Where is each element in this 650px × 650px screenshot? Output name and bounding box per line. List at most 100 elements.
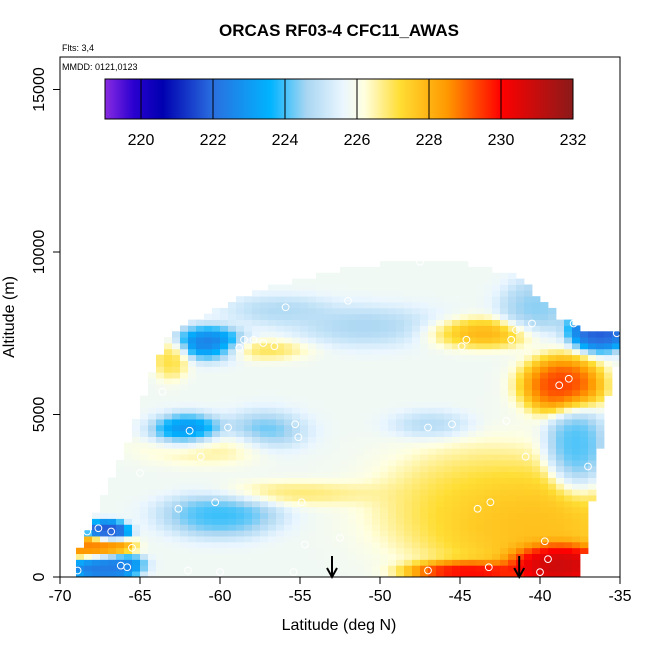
heatmap-cell [516, 307, 525, 315]
heatmap-cell [324, 348, 333, 356]
heatmap-cell [316, 343, 325, 350]
heatmap-cell [468, 448, 477, 455]
heatmap-cell [404, 436, 413, 443]
heatmap-cell [228, 325, 237, 332]
heatmap-cell [388, 448, 397, 455]
heatmap-cell [228, 313, 237, 320]
heatmap-cell [348, 307, 357, 315]
heatmap-cell [388, 331, 397, 338]
heatmap-cell [428, 366, 437, 373]
heatmap-cell [396, 284, 405, 291]
heatmap-cell [412, 559, 421, 566]
heatmap-cell [156, 424, 165, 432]
heatmap-cell [284, 454, 293, 461]
y-axis-label: Altitude (m) [1, 276, 18, 358]
heatmap-cell [172, 430, 181, 437]
heatmap-cell [524, 495, 533, 502]
heatmap-cell [556, 471, 565, 478]
heatmap-cell [356, 477, 365, 484]
heatmap-cell [332, 296, 341, 303]
heatmap-cell [324, 559, 333, 566]
heatmap-cell [532, 559, 541, 566]
heatmap-cell [500, 465, 509, 473]
heatmap-cell [524, 524, 533, 531]
heatmap-cell [220, 454, 229, 461]
heatmap-cell [196, 471, 205, 478]
heatmap-cell [156, 465, 165, 473]
heatmap-cell [596, 366, 605, 373]
heatmap-cell [332, 436, 341, 443]
heatmap-cell [300, 541, 309, 549]
heatmap-cell [404, 307, 413, 315]
heatmap-cell [140, 465, 149, 473]
heatmap-cell [340, 331, 349, 338]
heatmap-cell [380, 378, 389, 385]
heatmap-cell [260, 348, 269, 356]
heatmap-cell [492, 378, 501, 385]
heatmap-cell [420, 266, 429, 274]
heatmap-cell [468, 524, 477, 531]
sample-point [240, 335, 248, 344]
heatmap-cell [340, 541, 349, 549]
heatmap-cell [252, 565, 261, 572]
colorbar-tick-label: 220 [128, 132, 155, 149]
heatmap-cell [132, 547, 141, 554]
heatmap-cell [220, 366, 229, 373]
heatmap-cell [324, 401, 333, 408]
heatmap-cell [100, 565, 109, 572]
heatmap-cell [476, 530, 485, 537]
heatmap-cell [252, 524, 261, 531]
heatmap-cell [268, 471, 277, 478]
heatmap-cell [356, 325, 365, 332]
heatmap-cell [196, 389, 205, 397]
heatmap-cell [444, 442, 453, 449]
heatmap-cell [500, 430, 509, 437]
heatmap-cell [156, 454, 165, 461]
heatmap-cell [508, 571, 517, 578]
heatmap-cell [340, 307, 349, 315]
heatmap-cell [396, 524, 405, 531]
heatmap-cell [580, 448, 589, 455]
heatmap-cell [468, 518, 477, 525]
heatmap-cell [388, 536, 397, 543]
heatmap-cell [340, 430, 349, 437]
heatmap-cell [492, 407, 501, 414]
heatmap-cell [156, 460, 165, 467]
heatmap-cell [428, 442, 437, 449]
heatmap-cell [412, 343, 421, 350]
heatmap-cell [564, 483, 573, 490]
heatmap-cell [172, 331, 181, 338]
heatmap-cell [308, 354, 317, 361]
heatmap-cell [444, 348, 453, 356]
heatmap-cell [300, 378, 309, 385]
heatmap-cell [228, 500, 237, 508]
heatmap-cell [484, 559, 493, 566]
heatmap-cell [444, 512, 453, 519]
sample-point [336, 534, 344, 542]
heatmap-cell [452, 343, 461, 350]
heatmap-cell [452, 302, 461, 309]
heatmap-cell [260, 536, 269, 543]
heatmap-cell [612, 348, 621, 356]
heatmap-cell [172, 378, 181, 385]
heatmap-cell [124, 571, 133, 578]
heatmap-cell [340, 413, 349, 420]
heatmap-cell [308, 506, 317, 514]
heatmap-cell [476, 296, 485, 303]
heatmap-cell [356, 343, 365, 350]
heatmap-cell [220, 343, 229, 350]
heatmap-cell [164, 524, 173, 531]
heatmap-cell [332, 483, 341, 490]
sample-point [289, 568, 298, 577]
heatmap-cell [308, 500, 317, 508]
heatmap-cell [300, 571, 309, 578]
heatmap-cell [260, 424, 269, 432]
heatmap-cell [484, 290, 493, 297]
heatmap-cell [596, 360, 605, 367]
heatmap-cell [172, 354, 181, 361]
heatmap-cell [324, 395, 333, 402]
heatmap-cell [532, 343, 541, 350]
sample-point [249, 335, 258, 344]
heatmap-cell [84, 559, 93, 566]
heatmap-cell [316, 500, 325, 508]
